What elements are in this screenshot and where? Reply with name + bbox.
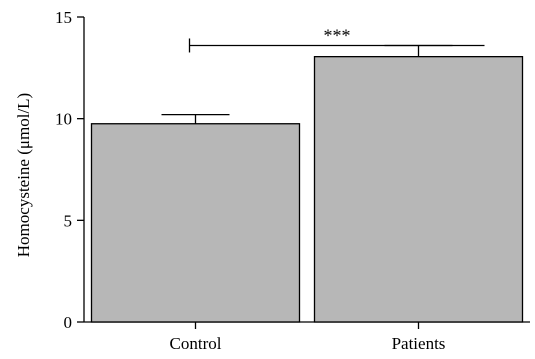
x-tick-label: Control — [170, 334, 222, 353]
bars — [90, 56, 524, 323]
x-tick-label: Patients — [392, 334, 446, 353]
y-ticks: 0 5 10 15 — [55, 8, 84, 332]
y-tick-label: 15 — [55, 8, 72, 27]
significance-label: *** — [324, 25, 351, 45]
significance-bracket: *** — [188, 25, 485, 53]
y-tick-label: 5 — [64, 211, 73, 230]
y-tick-label: 0 — [64, 313, 73, 332]
y-tick-label: 10 — [55, 110, 72, 129]
bar-patients — [313, 56, 524, 323]
x-ticks: Control Patients — [170, 322, 446, 353]
y-axis-title: Homocysteine (μmol/L) — [14, 93, 33, 257]
bar-control — [90, 123, 301, 323]
